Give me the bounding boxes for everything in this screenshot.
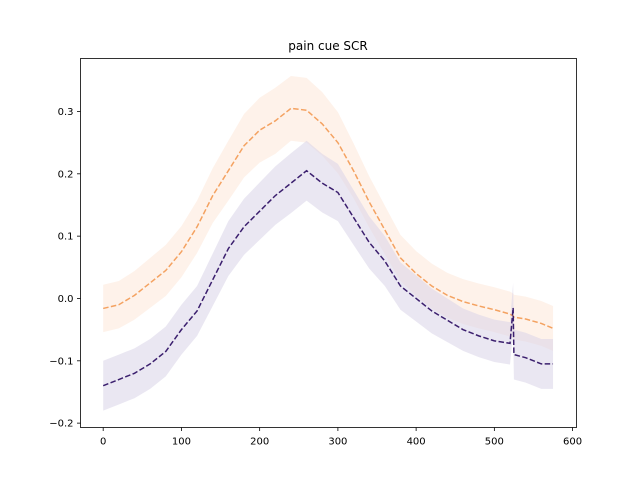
y-tick-label: −0.1 [49, 356, 73, 367]
series-0-point [447, 295, 448, 296]
series-1-point [552, 363, 553, 364]
series-1-point [212, 279, 213, 280]
x-tick-label: 100 [172, 437, 191, 448]
y-tick-label: 0.2 [58, 169, 74, 180]
series-1-point [275, 195, 276, 196]
series-1-point [462, 329, 463, 330]
series-1-point [165, 351, 166, 352]
series-0-point [196, 226, 197, 227]
series-1-point [306, 170, 307, 171]
y-tick-label: 0.3 [58, 107, 74, 118]
series-1-point [509, 343, 510, 344]
series-1-point [322, 183, 323, 184]
x-tick-label: 200 [250, 437, 269, 448]
series-0-point [525, 318, 526, 319]
series-0-point [431, 285, 432, 286]
series-0-point [212, 195, 213, 196]
series-1-point [369, 242, 370, 243]
series-0-point [400, 257, 401, 258]
series-0-point [416, 273, 417, 274]
series-1-point [103, 385, 104, 386]
series-1-point [494, 340, 495, 341]
series-1-point [478, 335, 479, 336]
series-0-point [118, 304, 119, 305]
x-axis: 0 100 200 300 400 500 600 [100, 427, 582, 448]
x-tick-label: 0 [100, 437, 106, 448]
series-0-point [462, 301, 463, 302]
series-1-point [228, 248, 229, 249]
series-0-point [337, 142, 338, 143]
series-lines [102, 107, 554, 387]
x-tick-label: 300 [328, 437, 347, 448]
series-1-point [181, 329, 182, 330]
series-0-point [494, 309, 495, 310]
series-1-point [431, 310, 432, 311]
series-1-point [384, 260, 385, 261]
x-tick-label: 600 [563, 437, 582, 448]
x-tick-label: 500 [485, 437, 504, 448]
series-0-point [134, 295, 135, 296]
plot-frame [80, 58, 577, 428]
series-0-point [181, 251, 182, 252]
series-0-point [103, 308, 104, 309]
chart-title: pain cue SCR [288, 39, 367, 53]
series-0-point [353, 170, 354, 171]
series-0-point [552, 328, 553, 329]
series-1-point [243, 226, 244, 227]
series-1-point [134, 373, 135, 374]
series-1-point [513, 354, 514, 355]
series-1-point [541, 363, 542, 364]
y-tick-label: −0.2 [49, 419, 73, 430]
series-1-point [259, 211, 260, 212]
y-axis: −0.2 −0.1 0.0 0.1 0.2 0.3 [49, 107, 81, 430]
series-1-point [447, 320, 448, 321]
series-0-point [228, 170, 229, 171]
series-0-point [165, 270, 166, 271]
series-1-point [513, 307, 514, 308]
y-tick-label: 0.0 [58, 294, 74, 305]
series-0-point [384, 229, 385, 230]
series-0-point [290, 108, 291, 109]
series-0-point [509, 313, 510, 314]
series-1-band [103, 140, 554, 411]
series-1-point [337, 192, 338, 193]
series-1-point [353, 217, 354, 218]
series-0-point [306, 110, 307, 111]
confidence-bands [103, 75, 554, 411]
series-0-point [322, 123, 323, 124]
series-1-point [416, 298, 417, 299]
series-1-point [400, 285, 401, 286]
series-0-point [369, 201, 370, 202]
series-0-point [150, 282, 151, 283]
series-1-point [525, 357, 526, 358]
series-1-point [150, 363, 151, 364]
series-1-point [118, 379, 119, 380]
x-tick-label: 400 [407, 437, 426, 448]
series-0-point [541, 323, 542, 324]
y-tick-label: 0.1 [58, 232, 74, 243]
series-0-point [243, 145, 244, 146]
series-0-point [478, 305, 479, 306]
series-0-point [275, 120, 276, 121]
series-1-point [196, 310, 197, 311]
series-0-band [103, 75, 554, 351]
series-0-line [103, 107, 554, 330]
series-1-point [290, 183, 291, 184]
series-0-point [259, 130, 260, 131]
series-1-line [102, 169, 554, 387]
